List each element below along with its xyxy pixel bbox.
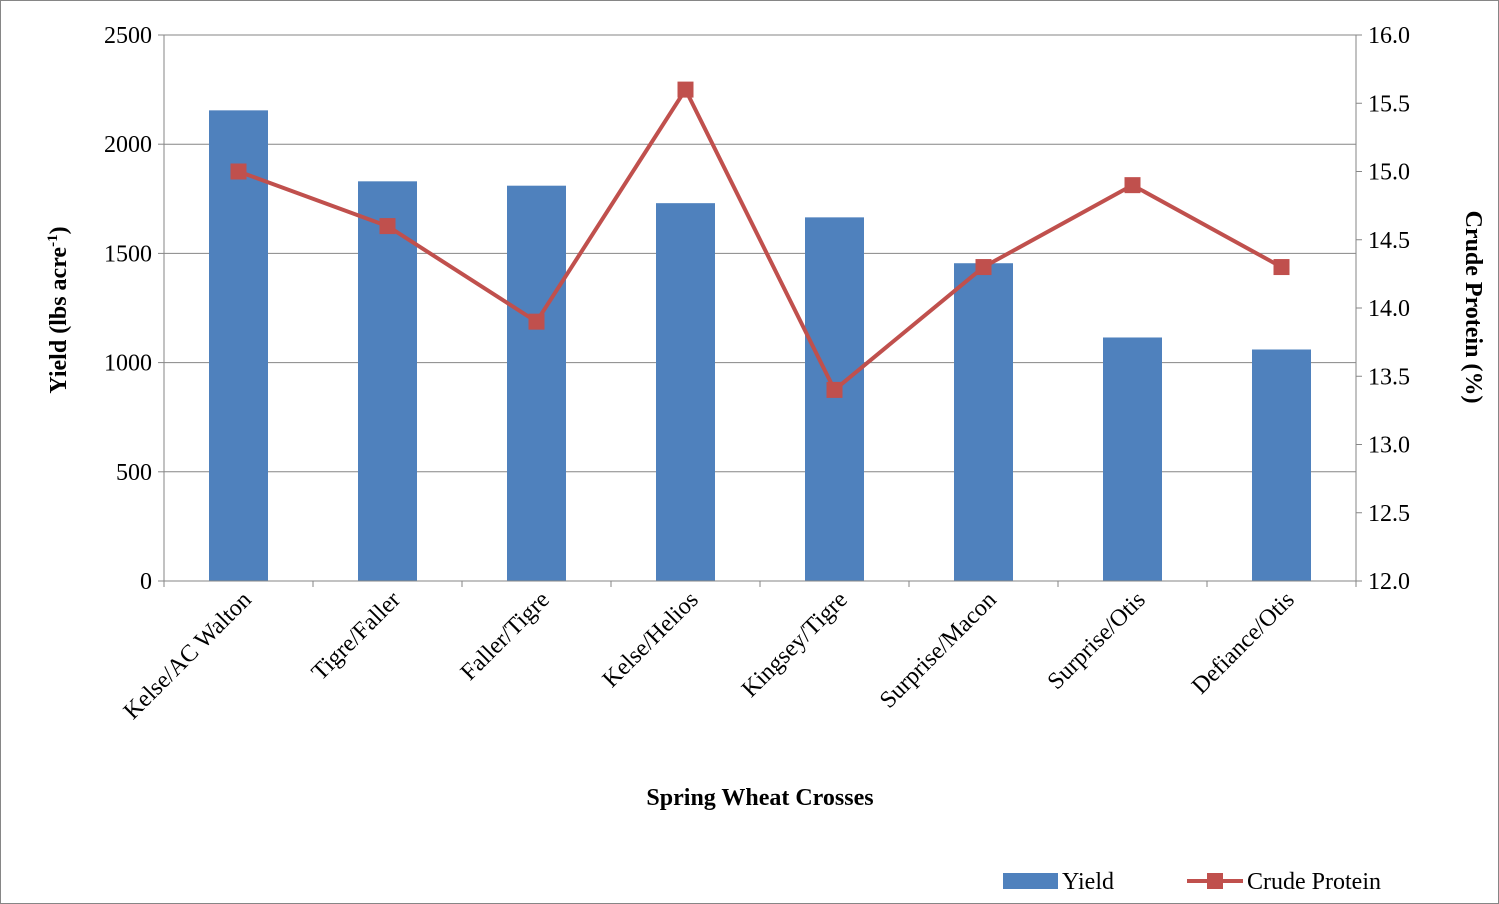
protein-point: [677, 81, 694, 98]
category-label: Kelse/Helios: [598, 587, 704, 693]
category-tick-labels: Kelse/AC Walton Tigre/Faller Faller/Tigre K…: [119, 587, 1300, 725]
category-label: Kelse/AC Walton: [119, 587, 257, 725]
protein-point: [379, 218, 396, 235]
protein-point: [1124, 177, 1141, 194]
protein-line-path: [237, 87, 1283, 392]
protein-point: [230, 163, 247, 180]
right-tick-labels: 12.0 12.5 13.0 13.5 14.0 14.5 15.0 15.5 16.0: [1368, 23, 1410, 595]
x-axis-title: Spring Wheat Crosses: [646, 785, 873, 811]
y2-tick-label: 16.0: [1368, 23, 1410, 49]
y-tick-label: 1500: [104, 241, 152, 267]
protein-point: [826, 381, 843, 398]
y-tick-label: 0: [140, 569, 152, 595]
protein-point: [1273, 259, 1290, 276]
y-axis-title: Yield (lbs acre-1): [45, 226, 72, 393]
legend-protein-marker: [1207, 873, 1223, 889]
legend-protein-label: Crude Protein: [1247, 869, 1381, 895]
y2-axis-title: Crude Protein (%): [1460, 211, 1486, 404]
gridlines: [158, 34, 1362, 582]
protein-point: [528, 313, 545, 330]
legend-yield-swatch: [1003, 873, 1058, 889]
legend: Yield Crude Protein: [1003, 869, 1381, 895]
yield-bars: [209, 110, 1311, 582]
yield-bar: [805, 217, 864, 581]
y-tick-label: 2000: [104, 132, 152, 158]
yield-bar: [954, 263, 1013, 581]
yield-bar: [656, 203, 715, 581]
y-tick-label: 500: [116, 460, 152, 486]
yield-bar: [1103, 337, 1162, 581]
category-label: Tigre/Faller: [307, 587, 406, 686]
protein-point: [975, 259, 992, 276]
category-label: Surprise/Otis: [1043, 587, 1151, 695]
y2-tick-label: 12.5: [1368, 501, 1410, 527]
y2-tick-label: 13.0: [1368, 433, 1410, 459]
y2-tick-label: 13.5: [1368, 364, 1410, 390]
y2-tick-label: 14.0: [1368, 296, 1410, 322]
category-label: Faller/Tigre: [456, 587, 555, 686]
y-tick-label: 2500: [104, 23, 152, 49]
yield-bar: [507, 185, 566, 582]
crude-protein-line: [230, 81, 1290, 398]
left-tick-labels: 0 500 1000 1500 2000 2500: [104, 23, 152, 595]
yield-bar: [209, 110, 268, 582]
category-label: Kingsey/Tigre: [737, 587, 853, 703]
y2-tick-label: 14.5: [1368, 228, 1410, 254]
y-tick-label: 1000: [104, 351, 152, 377]
y2-tick-label: 12.0: [1368, 569, 1410, 595]
legend-yield-label: Yield: [1062, 869, 1114, 895]
axes: [163, 35, 1357, 587]
y2-tick-label: 15.0: [1368, 160, 1410, 186]
yield-bar: [1252, 349, 1311, 581]
y2-tick-label: 15.5: [1368, 91, 1410, 117]
category-label: Defiance/Otis: [1187, 587, 1300, 700]
category-label: Surprise/Macon: [875, 587, 1002, 714]
yield-bar: [358, 181, 417, 581]
